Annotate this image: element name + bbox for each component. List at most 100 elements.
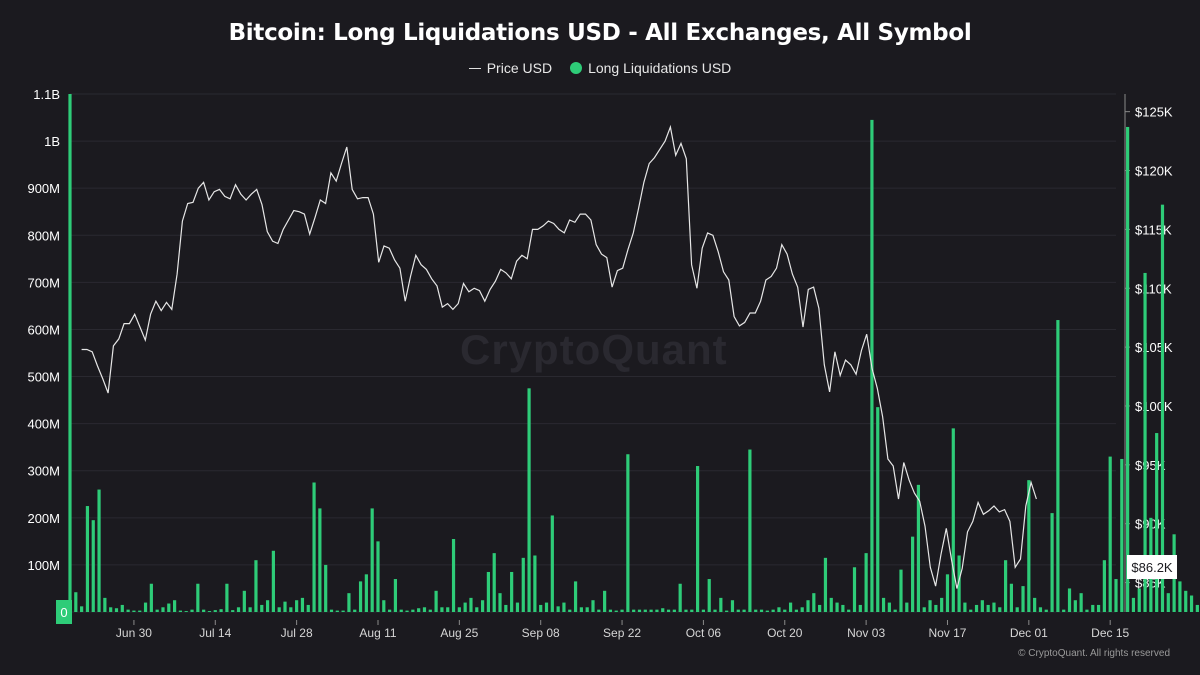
liquidation-bar xyxy=(271,550,275,612)
liquidation-bar xyxy=(126,609,130,612)
liquidation-bar xyxy=(399,609,403,612)
liquidation-bar xyxy=(178,610,183,612)
y-left-tick-label: 1B xyxy=(44,134,60,149)
y-left-tick-label: 100M xyxy=(27,558,60,573)
legend-item-price[interactable]: Price USD xyxy=(468,60,553,76)
liquidation-bar xyxy=(614,610,618,612)
liquidation-bar xyxy=(533,555,537,612)
liquidation-bar xyxy=(1079,593,1083,612)
liquidation-bar xyxy=(881,597,886,612)
liquidation-bar xyxy=(219,609,223,612)
liquidation-bar xyxy=(382,600,386,612)
liquidation-bar xyxy=(719,597,723,612)
liquidation-bar xyxy=(1062,609,1066,612)
liquidation-bar xyxy=(422,607,427,612)
liquidation-bar xyxy=(754,609,758,612)
legend: Price USD Long Liquidations USD xyxy=(0,60,1200,76)
liquidation-bar xyxy=(196,583,200,612)
liquidation-bar xyxy=(318,508,322,612)
liquidation-bar xyxy=(155,609,159,612)
legend-label-price: Price USD xyxy=(486,60,553,76)
liquidation-bar xyxy=(1126,126,1130,613)
liquidation-bar xyxy=(783,609,787,612)
x-tick-label: Jul 14 xyxy=(199,626,231,640)
liquidation-bar xyxy=(841,604,845,612)
liquidation-bar xyxy=(1056,320,1060,612)
liquidation-bar xyxy=(504,604,508,612)
y-left-tick-label: 900M xyxy=(27,181,60,196)
liquidation-bar xyxy=(417,608,421,612)
liquidation-bar xyxy=(341,610,345,612)
liquidation-bar xyxy=(265,600,270,612)
liquidation-bar xyxy=(1073,600,1077,612)
copyright: © CryptoQuant. All rights reserved xyxy=(1018,648,1170,659)
liquidation-bar xyxy=(916,484,921,612)
liquidation-bar xyxy=(649,609,653,612)
liquidation-bar xyxy=(480,600,485,612)
liquidation-bar xyxy=(376,541,380,612)
liquidation-bar xyxy=(579,607,583,612)
x-tick-label: Nov 03 xyxy=(847,626,885,640)
liquidation-bar xyxy=(295,600,299,612)
liquidation-bar xyxy=(713,609,717,612)
liquidation-bar xyxy=(120,604,124,612)
liquidation-bar xyxy=(568,609,572,612)
x-tick-label: Aug 25 xyxy=(440,626,478,640)
liquidation-bar xyxy=(701,609,706,612)
liquidation-bar xyxy=(911,536,915,612)
liquidation-bar xyxy=(440,607,444,612)
liquidation-bar xyxy=(573,581,578,612)
liquidation-bar xyxy=(957,555,961,612)
liquidation-bar xyxy=(1137,588,1141,612)
liquidation-bar xyxy=(1085,609,1089,612)
liquidation-bar xyxy=(254,560,258,612)
liquidation-bar xyxy=(393,579,398,612)
liquidation-bar xyxy=(945,574,950,612)
liquidation-bar xyxy=(1120,458,1124,612)
liquidation-bar xyxy=(1003,560,1008,612)
liquidation-bar xyxy=(1021,586,1025,612)
liquidation-bar xyxy=(835,602,839,612)
liquidation-bar xyxy=(550,515,554,612)
liquidation-bar xyxy=(1044,609,1048,612)
liquidation-bar xyxy=(684,609,688,612)
liquidation-bar xyxy=(1015,607,1019,612)
liquidation-bar xyxy=(1108,456,1112,612)
y-right-tick-label: $105K xyxy=(1135,340,1173,355)
y-right-tick-label: $100K xyxy=(1135,399,1173,414)
liquidation-bar xyxy=(620,609,624,612)
y-left-tick-label: 600M xyxy=(27,322,60,337)
liquidation-bar xyxy=(696,466,700,612)
liquidation-bar xyxy=(242,590,246,612)
liquidation-bars xyxy=(68,94,1199,613)
x-tick-label: Dec 15 xyxy=(1091,626,1129,640)
liquidation-bar xyxy=(1096,604,1101,612)
liquidation-bar xyxy=(742,609,746,612)
liquidation-bar xyxy=(312,482,316,612)
liquidation-bar xyxy=(213,610,217,612)
liquidation-bar xyxy=(1131,597,1136,612)
y-left-tick-label: 400M xyxy=(27,417,60,432)
x-tick-label: Sep 08 xyxy=(522,626,560,640)
liquidation-bar xyxy=(202,609,206,612)
liquidation-bar xyxy=(190,609,194,612)
liquidation-bar xyxy=(800,607,804,612)
y-left-tick-label: 300M xyxy=(27,464,60,479)
liquidation-bar xyxy=(730,600,735,612)
y-left-tick-label: 1.1B xyxy=(33,87,60,102)
liquidation-bar xyxy=(847,609,851,612)
liquidation-bar xyxy=(149,583,153,612)
liquidation-bar xyxy=(777,607,781,612)
end-labels: 0 $86.2K xyxy=(56,555,1177,624)
liquidation-bar xyxy=(1155,433,1159,612)
legend-item-liquidations[interactable]: Long Liquidations USD xyxy=(570,60,731,76)
liquidation-bar xyxy=(794,609,798,612)
liquidation-bar xyxy=(603,590,607,612)
liquidation-bar xyxy=(1160,204,1165,612)
liquidation-bar xyxy=(986,604,990,612)
liquidation-bar xyxy=(446,607,450,612)
liquidation-bar xyxy=(91,520,95,612)
liquidation-bar xyxy=(184,611,188,612)
liquidation-bar xyxy=(527,388,531,612)
